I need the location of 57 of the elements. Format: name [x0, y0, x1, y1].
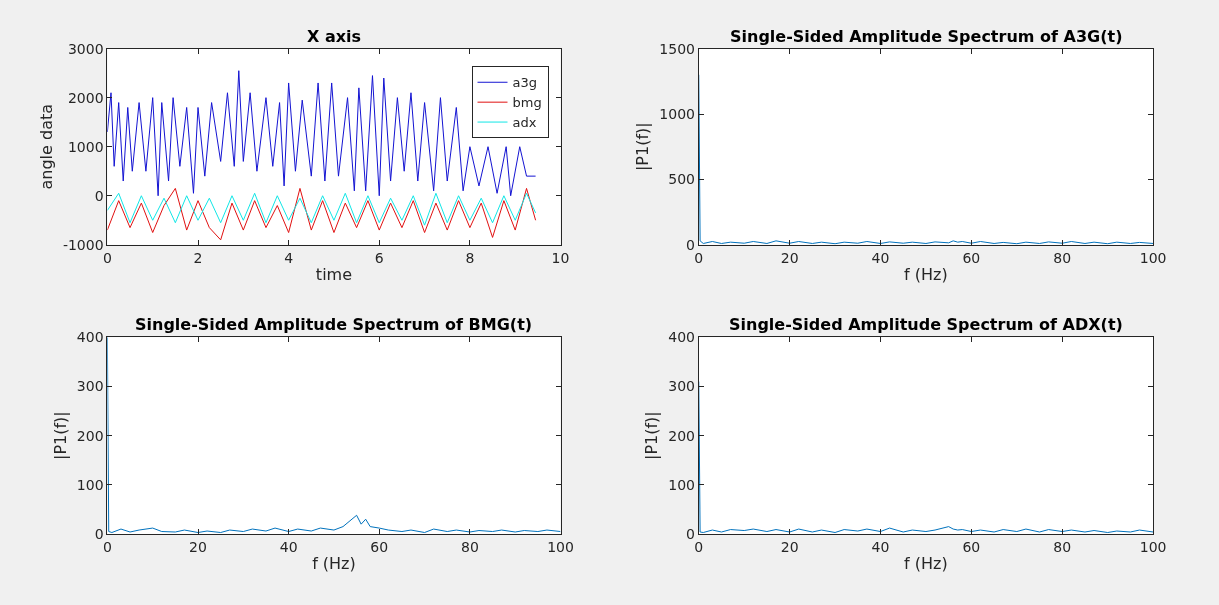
- line-series: [107, 192, 537, 226]
- y-axis-title: |P1(f)|: [633, 122, 653, 172]
- y-tick-label: 0: [94, 525, 104, 542]
- y-tick-label: 100: [668, 476, 695, 493]
- x-tick-label: 100: [1139, 538, 1167, 555]
- x-tick-label: 20: [780, 249, 799, 266]
- x-tick-label: 60: [370, 538, 389, 555]
- chart-title: Single-Sided Amplitude Spectrum of ADX(t): [729, 315, 1123, 334]
- y-tick-label: 1000: [67, 138, 104, 155]
- x-tick-label: 6: [374, 249, 384, 266]
- y-tick-label: 400: [76, 329, 104, 346]
- x-tick-label: 80: [1053, 249, 1072, 266]
- y-tick-label: 300: [76, 378, 104, 395]
- y-tick-label: 3000: [67, 40, 104, 57]
- y-tick-label: 400: [668, 329, 695, 346]
- x-tick-label: 40: [279, 538, 298, 555]
- y-tick-label: 0: [686, 525, 695, 542]
- x-tick-label: 60: [962, 249, 981, 266]
- line-series: [107, 337, 561, 533]
- x-tick-label: 100: [547, 538, 574, 555]
- y-tick-label: 200: [668, 427, 695, 444]
- y-tick-label: 1500: [659, 40, 695, 57]
- y-axis-title: angle data: [36, 103, 56, 190]
- legend-label: adx: [512, 115, 537, 131]
- y-tick-label: 100: [76, 476, 104, 493]
- y-tick-label: 2000: [67, 89, 104, 106]
- y-axis-title: |P1(f)|: [50, 411, 70, 460]
- x-tick-label: 2: [193, 249, 203, 266]
- y-tick-label: 300: [668, 378, 695, 395]
- x-axis-title: time: [315, 265, 353, 285]
- x-tick-label: 100: [1139, 249, 1167, 266]
- x-tick-label: 8: [465, 249, 475, 266]
- y-tick-label: 1000: [659, 105, 695, 122]
- y-tick-label: 0: [686, 236, 695, 253]
- x-tick-label: 60: [962, 538, 981, 555]
- x-tick-label: 4: [284, 249, 294, 266]
- x-tick-label: 80: [460, 538, 479, 555]
- x-tick-label: 10: [551, 249, 570, 266]
- x-axis-title: f (Hz): [312, 554, 356, 574]
- y-tick-label: -1000: [62, 236, 104, 253]
- y-tick-label: 0: [94, 187, 104, 204]
- y-tick-label: 200: [76, 427, 104, 444]
- x-axis-title: f (Hz): [904, 265, 948, 285]
- legend-label: bmg: [512, 95, 542, 111]
- x-tick-label: 20: [189, 538, 207, 555]
- line-series: [107, 187, 537, 241]
- x-tick-label: 20: [780, 538, 799, 555]
- chart-title: Single-Sided Amplitude Spectrum of A3G(t): [730, 27, 1123, 46]
- chart-title: X axis: [307, 27, 362, 46]
- x-tick-label: 40: [871, 249, 890, 266]
- x-axis-title: f (Hz): [904, 554, 948, 574]
- x-tick-label: 40: [871, 538, 890, 555]
- y-axis-title: |P1(f)|: [642, 411, 662, 460]
- y-tick-label: 500: [668, 171, 695, 188]
- x-tick-label: 80: [1053, 538, 1072, 555]
- legend-label: a3g: [512, 75, 538, 91]
- chart-title: Single-Sided Amplitude Spectrum of BMG(t): [135, 315, 533, 334]
